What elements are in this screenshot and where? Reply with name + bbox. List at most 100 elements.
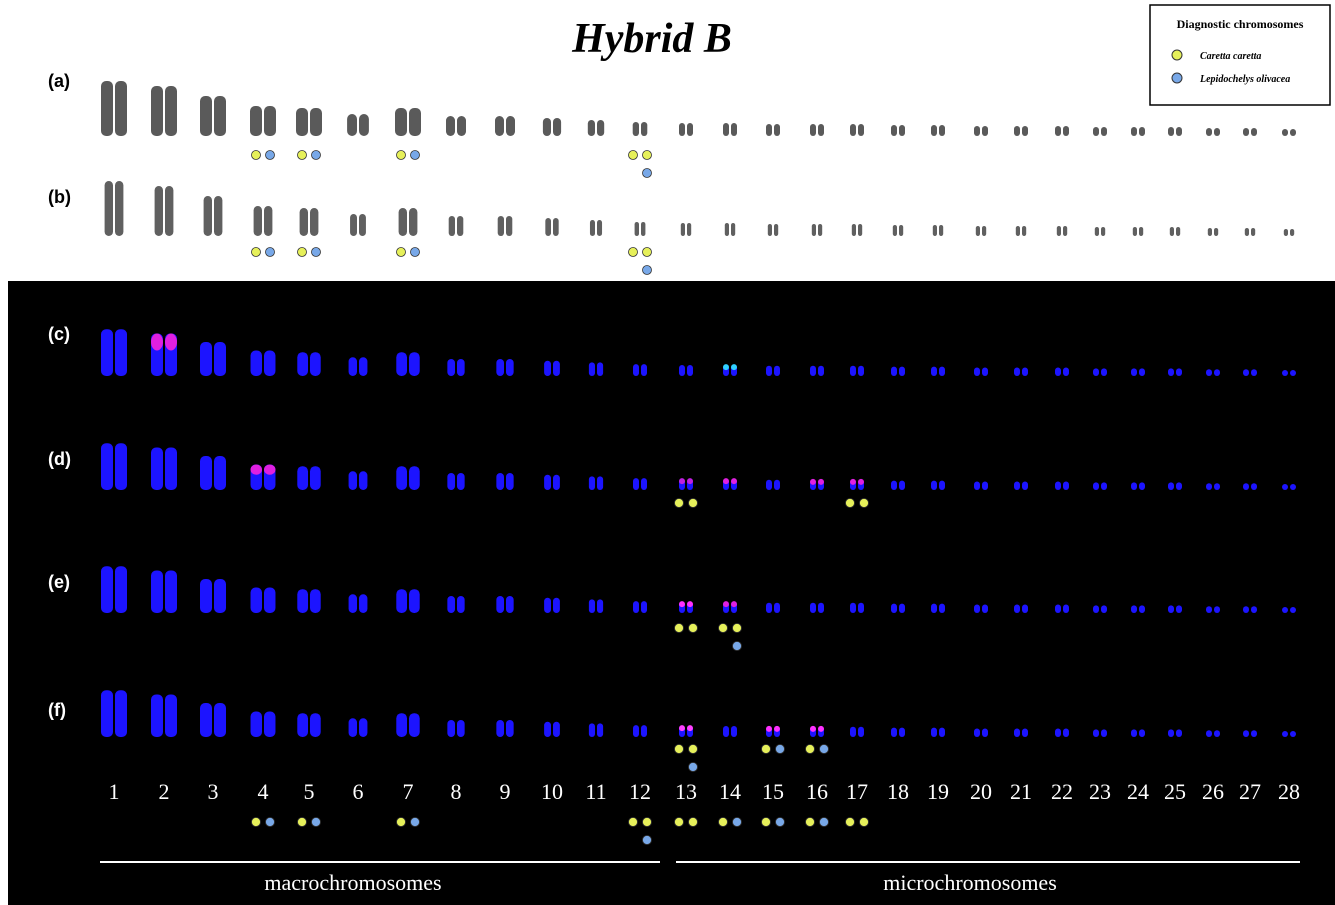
chromosome (810, 603, 816, 613)
chromosome (1022, 605, 1028, 614)
chromosome (939, 481, 945, 490)
chromosome (251, 588, 262, 614)
chromosome (1168, 605, 1174, 613)
chromosome (1063, 226, 1067, 236)
marker-dot (312, 818, 321, 827)
chromosome (1014, 729, 1020, 738)
chromosome (1139, 227, 1143, 236)
marker-dot (860, 818, 869, 827)
chromosome (818, 124, 824, 136)
chromosome (359, 214, 366, 236)
panel-label: (a) (48, 71, 70, 91)
marker-dot (397, 818, 406, 827)
panel-label: (d) (48, 449, 71, 469)
marker-dot (689, 763, 698, 772)
marker-dot (643, 248, 652, 257)
chromosome (254, 206, 262, 236)
chromosome (446, 116, 455, 136)
chromosome (731, 726, 737, 737)
chromosome (250, 106, 262, 136)
chromosome (1139, 729, 1145, 737)
chromosome (597, 362, 603, 376)
marker-dot (266, 151, 275, 160)
chromosome (359, 718, 367, 737)
marker-dot (675, 624, 684, 633)
chromosome (297, 352, 308, 376)
chromosome (812, 224, 816, 236)
signal (251, 465, 262, 475)
chromosome (1093, 729, 1099, 737)
chromosome (818, 366, 824, 376)
chromosome (818, 603, 824, 613)
chromosome (1101, 729, 1107, 737)
chromosome (457, 596, 465, 613)
chromosome (151, 448, 163, 491)
chromosome (553, 118, 561, 136)
chromosome (310, 208, 318, 236)
marker-dot (820, 818, 829, 827)
marker-dot (252, 248, 261, 257)
chromosome (589, 362, 595, 376)
chromosome-number: 12 (629, 779, 651, 804)
chromosome (447, 720, 455, 737)
chromosome-number: 2 (159, 779, 170, 804)
chromosome (891, 604, 897, 613)
chromosome (310, 713, 321, 737)
chromosome (1206, 730, 1212, 737)
chromosome-number: 7 (403, 779, 414, 804)
chromosome (899, 125, 905, 136)
marker-dot (643, 151, 652, 160)
chromosome (251, 351, 262, 377)
chromosome (1131, 127, 1137, 136)
chromosome (151, 695, 163, 738)
chromosome-number: 28 (1278, 779, 1300, 804)
chromosome (641, 222, 645, 236)
chromosome (939, 125, 945, 136)
chromosome (1251, 483, 1257, 490)
chromosome (1170, 227, 1174, 236)
marker-dot (806, 818, 815, 827)
chromosome (1139, 368, 1145, 376)
chromosome (931, 604, 937, 613)
chromosome (545, 218, 551, 236)
chromosome (349, 718, 357, 737)
signal (687, 601, 693, 607)
chromosome (641, 478, 647, 490)
legend-title: Diagnostic chromosomes (1177, 17, 1304, 31)
chromosome (590, 220, 595, 236)
chromosome (409, 466, 420, 490)
chromosome (976, 226, 980, 236)
chromosome-number: 10 (541, 779, 563, 804)
chromosome (1063, 126, 1069, 136)
chromosome (359, 114, 369, 136)
chromosome (810, 124, 816, 136)
chromosome (1176, 227, 1180, 236)
chromosome (939, 367, 945, 376)
chromosome (297, 713, 308, 737)
chromosome-number: 15 (762, 779, 784, 804)
marker-dot (776, 818, 785, 827)
marker-dot (266, 248, 275, 257)
chromosome (891, 367, 897, 376)
signal (850, 479, 856, 485)
chromosome (409, 352, 420, 376)
chromosome (1093, 368, 1099, 376)
marker-dot (860, 499, 869, 508)
chromosome (679, 365, 685, 376)
chromosome (1022, 729, 1028, 738)
chromosome (1022, 126, 1028, 136)
chromosome (588, 120, 595, 136)
signal (731, 364, 737, 370)
marker-dot (643, 169, 652, 178)
marker-dot (820, 745, 829, 754)
marker-dot (846, 499, 855, 508)
chromosome (766, 366, 772, 376)
chromosome (214, 96, 226, 136)
chromosome (310, 108, 322, 136)
chromosome (774, 224, 778, 236)
marker-dot (252, 818, 261, 827)
chromosome (982, 482, 988, 491)
chromosome (1282, 129, 1288, 136)
chromosome (395, 108, 407, 136)
chromosome-number: 6 (353, 779, 364, 804)
